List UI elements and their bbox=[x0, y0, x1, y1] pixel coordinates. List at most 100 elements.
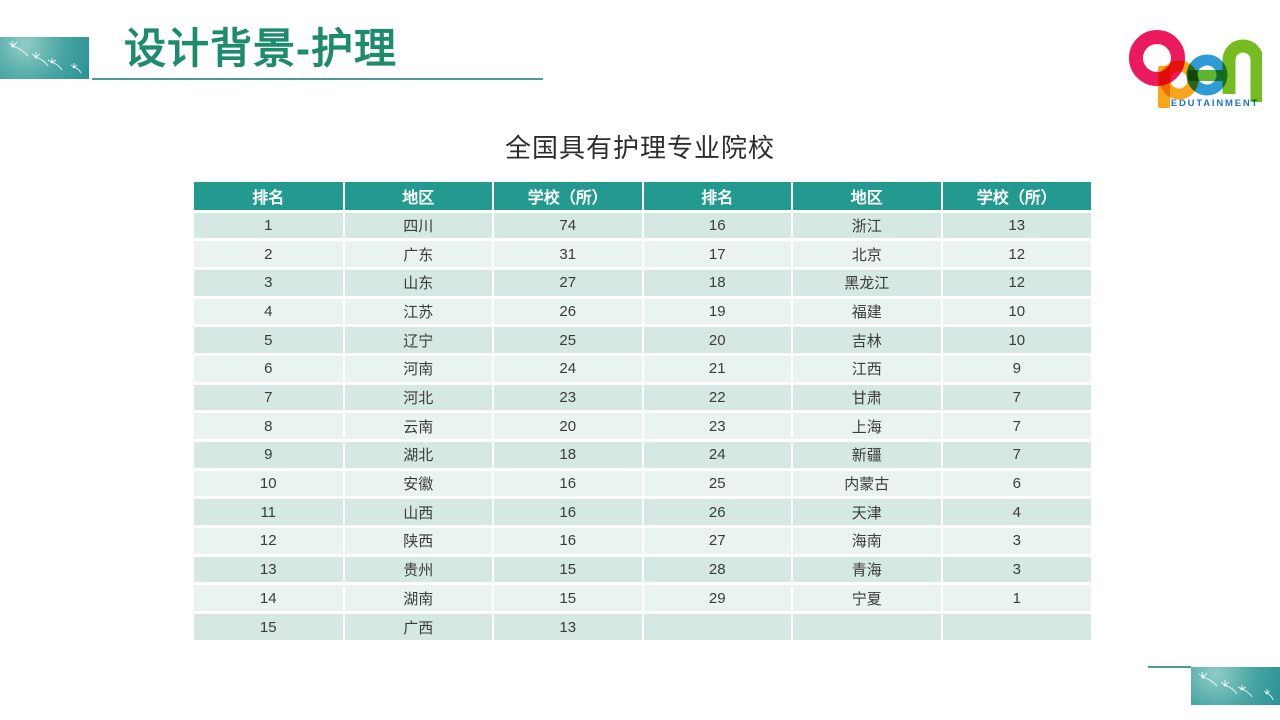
schools-cell: 12 bbox=[941, 239, 1091, 270]
schools-cell: 27 bbox=[493, 268, 644, 299]
region-cell: 青海 bbox=[792, 555, 943, 586]
region-cell: 天津 bbox=[792, 497, 943, 529]
dandelion-seeds-icon bbox=[8, 40, 82, 74]
table-header: 排名 地区 学校（所） 排名 地区 学校（所） bbox=[194, 182, 1091, 213]
region-cell: 山西 bbox=[343, 497, 494, 529]
rank-cell: 27 bbox=[642, 526, 793, 557]
dandelion-decoration-top-left bbox=[0, 37, 89, 79]
rank-cell: 17 bbox=[642, 239, 793, 270]
rank-cell: 18 bbox=[642, 268, 793, 299]
table-row: 11 山西 16 26 天津 4 bbox=[194, 497, 1091, 529]
region-cell: 安徽 bbox=[343, 469, 494, 500]
schools-cell: 7 bbox=[941, 411, 1091, 442]
region-cell: 广东 bbox=[343, 239, 494, 270]
rank-cell: 4 bbox=[194, 297, 345, 328]
rank-cell: 7 bbox=[194, 383, 345, 414]
rank-cell: 11 bbox=[194, 497, 345, 529]
header-region-left: 地区 bbox=[343, 182, 494, 213]
region-cell: 北京 bbox=[792, 239, 943, 270]
region-cell: 湖北 bbox=[343, 440, 494, 471]
rank-cell: 19 bbox=[642, 297, 793, 328]
schools-cell: 4 bbox=[941, 497, 1091, 529]
schools-cell: 6 bbox=[941, 469, 1091, 500]
rank-cell: 16 bbox=[642, 211, 793, 242]
table-title: 全国具有护理专业院校 bbox=[504, 133, 775, 163]
table-row: 8 云南 20 23 上海 7 bbox=[194, 411, 1091, 442]
schools-cell: 16 bbox=[493, 469, 644, 500]
region-cell: 辽宁 bbox=[343, 325, 494, 356]
schools-cell: 20 bbox=[493, 411, 644, 442]
schools-cell: 24 bbox=[493, 354, 644, 385]
title-underline bbox=[92, 78, 543, 80]
rank-cell: 23 bbox=[642, 411, 793, 442]
rank-cell: 24 bbox=[642, 440, 793, 471]
schools-cell: 1 bbox=[941, 583, 1091, 615]
region-cell: 新疆 bbox=[792, 440, 943, 471]
page-title: 设计背景-护理 bbox=[124, 25, 397, 72]
schools-cell: 9 bbox=[941, 354, 1091, 385]
rank-cell: 28 bbox=[642, 555, 793, 586]
header-schools-left: 学校（所） bbox=[493, 182, 644, 213]
table-header-row: 排名 地区 学校（所） 排名 地区 学校（所） bbox=[194, 182, 1091, 213]
region-cell: 山东 bbox=[343, 268, 494, 299]
region-cell: 四川 bbox=[343, 211, 494, 242]
schools-cell: 15 bbox=[493, 583, 644, 615]
table-row: 3 山东 27 18 黑龙江 12 bbox=[194, 268, 1091, 299]
table-row: 1 四川 74 16 浙江 13 bbox=[194, 211, 1091, 242]
region-cell: 云南 bbox=[343, 411, 494, 442]
table-row: 14 湖南 15 29 宁夏 1 bbox=[194, 583, 1091, 615]
rank-cell: 5 bbox=[194, 325, 345, 356]
header-rank-right: 排名 bbox=[642, 182, 793, 213]
region-cell: 海南 bbox=[792, 526, 943, 557]
rank-cell: 21 bbox=[642, 354, 793, 385]
rank-cell: 3 bbox=[194, 268, 345, 299]
rank-cell: 12 bbox=[194, 526, 345, 557]
schools-cell: 12 bbox=[941, 268, 1091, 299]
region-cell: 黑龙江 bbox=[792, 268, 943, 299]
table-row: 7 河北 23 22 甘肃 7 bbox=[194, 383, 1091, 414]
table-row: 10 安徽 16 25 内蒙古 6 bbox=[194, 469, 1091, 500]
schools-cell: 10 bbox=[941, 325, 1091, 356]
table-row: 13 贵州 15 28 青海 3 bbox=[194, 555, 1091, 586]
schools-cell: 31 bbox=[493, 239, 644, 270]
rank-cell: 14 bbox=[194, 583, 345, 615]
region-cell: 河南 bbox=[343, 354, 494, 385]
table-row: 15 广西 13 bbox=[194, 612, 1091, 643]
schools-cell: 18 bbox=[493, 440, 644, 471]
rank-cell: 26 bbox=[642, 497, 793, 529]
rank-cell: 20 bbox=[642, 325, 793, 356]
schools-cell: 13 bbox=[493, 612, 644, 643]
region-cell: 福建 bbox=[792, 297, 943, 328]
rank-cell: 1 bbox=[194, 211, 345, 242]
rank-cell: 10 bbox=[194, 469, 345, 500]
schools-cell: 3 bbox=[941, 526, 1091, 557]
table-row: 2 广东 31 17 北京 12 bbox=[194, 239, 1091, 270]
schools-cell: 7 bbox=[941, 440, 1091, 471]
region-cell: 江西 bbox=[792, 354, 943, 385]
dandelion-decoration-bottom-right bbox=[1191, 667, 1280, 705]
dandelion-seeds-icon bbox=[1198, 671, 1274, 701]
region-cell: 贵州 bbox=[343, 555, 494, 586]
schools-cell: 26 bbox=[493, 297, 644, 328]
rank-cell: 29 bbox=[642, 583, 793, 615]
rank-cell: 13 bbox=[194, 555, 345, 586]
region-cell bbox=[792, 612, 943, 643]
schools-cell: 74 bbox=[493, 211, 644, 242]
region-cell: 河北 bbox=[343, 383, 494, 414]
rank-cell: 25 bbox=[642, 469, 793, 500]
region-cell: 江苏 bbox=[343, 297, 494, 328]
nursing-schools-table: 排名 地区 学校（所） 排名 地区 学校（所） 1 四川 74 16 浙江 13 2 广东 31… bbox=[194, 182, 1091, 643]
table-body: 1 四川 74 16 浙江 13 2 广东 31 17 北京 12 3 山东 27 18 黑龙江 12 4 江苏 26 1… bbox=[194, 211, 1091, 643]
rank-cell: 9 bbox=[194, 440, 345, 471]
logo-subtext: EDUTAINMENT bbox=[1171, 98, 1259, 109]
table-row: 9 湖北 18 24 新疆 7 bbox=[194, 440, 1091, 471]
region-cell: 浙江 bbox=[792, 211, 943, 242]
schools-cell: 25 bbox=[493, 325, 644, 356]
region-cell: 上海 bbox=[792, 411, 943, 442]
table-row: 12 陕西 16 27 海南 3 bbox=[194, 526, 1091, 557]
rank-cell: 8 bbox=[194, 411, 345, 442]
schools-cell bbox=[941, 612, 1091, 643]
rank-cell: 15 bbox=[194, 612, 345, 643]
schools-cell: 16 bbox=[493, 497, 644, 529]
